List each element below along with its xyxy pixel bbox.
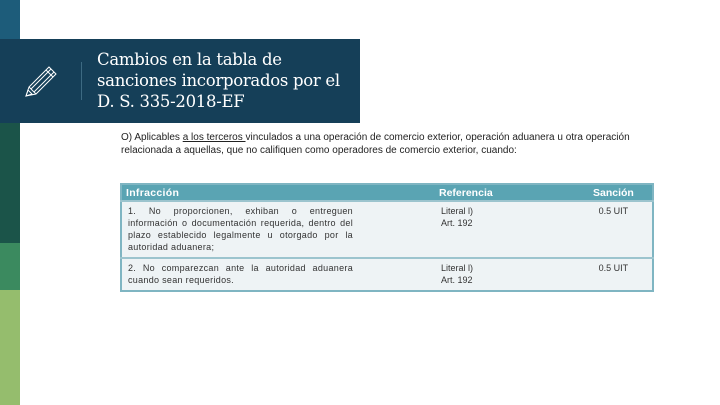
referencia-literal: Literal l) — [441, 206, 474, 216]
title-divider — [81, 62, 82, 100]
cell-sancion: 0.5 UIT — [574, 200, 653, 258]
header-referencia: Referencia — [359, 184, 575, 201]
cell-referencia: Literal l) Art. 192 — [359, 257, 575, 291]
cell-sancion: 0.5 UIT — [574, 257, 653, 291]
title-banner: Cambios en la tabla de sanciones incorpo… — [0, 39, 360, 123]
slide-title: Cambios en la tabla de sanciones incorpo… — [97, 49, 340, 112]
accent-strip-light-green — [0, 290, 20, 405]
header-infraccion: Infracción — [121, 184, 359, 201]
intro-prefix: O) Aplicables — [121, 132, 183, 143]
sanctions-table: Infracción Referencia Sanción 1. No prop… — [120, 183, 654, 292]
pencil-icon — [25, 66, 57, 97]
referencia-article: Art. 192 — [441, 218, 473, 228]
referencia-literal: Literal l) — [441, 263, 474, 273]
intro-suffix: vinculados a una operación de comercio e… — [121, 132, 630, 156]
table-row: 2. No comparezcan ante la autoridad adua… — [121, 257, 653, 291]
referencia-article: Art. 192 — [441, 275, 473, 285]
intro-text: O) Aplicables a los terceros vinculados … — [121, 131, 651, 157]
table-header-row: Infracción Referencia Sanción — [121, 184, 653, 201]
cell-infraccion: 2. No comparezcan ante la autoridad adua… — [121, 257, 359, 291]
title-line: Cambios en la tabla de — [97, 50, 282, 69]
accent-strip-dark-green — [0, 123, 20, 243]
accent-strip-green — [0, 243, 20, 290]
intro-underlined: a los terceros — [182, 132, 246, 143]
title-line: D. S. 335-2018-EF — [97, 92, 245, 111]
cell-referencia: Literal l) Art. 192 — [359, 200, 575, 258]
accent-strip-top — [0, 0, 20, 39]
title-line: sanciones incorporados por el — [97, 71, 340, 90]
table-row: 1. No proporcionen, exhiban o entreguen … — [121, 200, 653, 258]
cell-infraccion: 1. No proporcionen, exhiban o entreguen … — [121, 200, 359, 258]
header-sancion: Sanción — [574, 184, 653, 201]
